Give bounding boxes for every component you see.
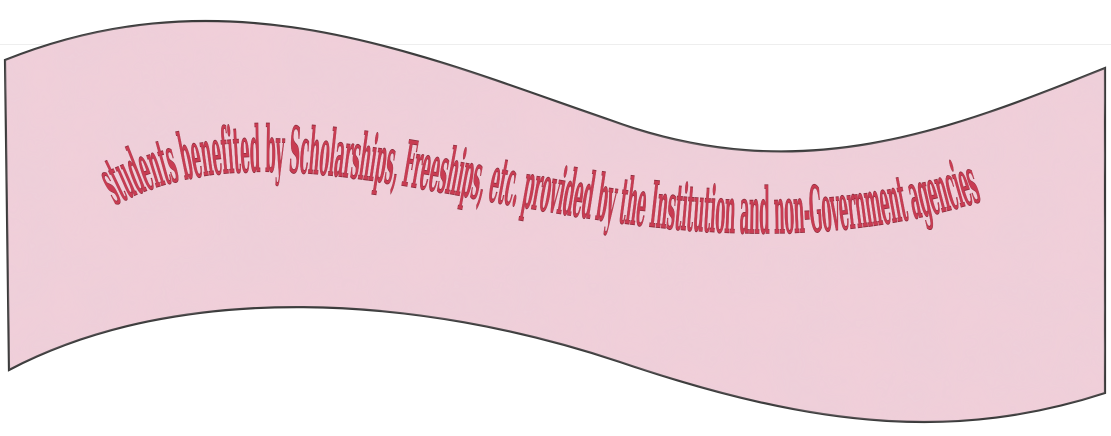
banner-texture bbox=[5, 20, 1105, 422]
divider bbox=[0, 44, 1111, 45]
